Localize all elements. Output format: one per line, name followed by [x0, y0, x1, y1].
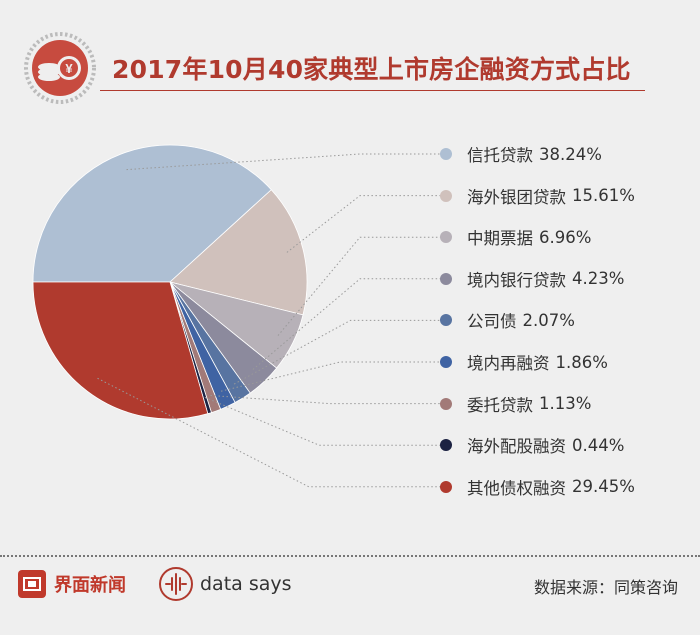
datasays-text: data says: [200, 573, 292, 595]
legend-swatch: [440, 272, 452, 285]
legend-swatch: [440, 397, 452, 410]
legend-value: 1.86%: [555, 352, 608, 372]
legend-value: 2.07%: [522, 310, 575, 330]
jiemian-logo-icon: [18, 570, 46, 598]
svg-text:¥: ¥: [65, 61, 73, 76]
pie-chart: [32, 144, 441, 488]
leader-line: [286, 195, 441, 253]
pie-slice: [32, 144, 272, 283]
brand: 界面新闻: [18, 570, 126, 598]
footer-divider: [0, 555, 700, 557]
leader-line: [252, 278, 441, 370]
coins-icon: ¥: [24, 32, 96, 104]
legend-label: 信托贷款: [467, 146, 533, 165]
legend-value: 29.45%: [572, 477, 635, 497]
legend-label: 境内银行贷款: [467, 270, 566, 290]
leader-line: [220, 361, 441, 392]
legend-item: 海外配股融资 0.44%: [440, 432, 624, 458]
legend-label: 海外配股融资: [467, 437, 566, 457]
legend-label: 其他债权融资: [467, 478, 566, 498]
legend-label: 中期票据: [467, 229, 533, 249]
legend-swatch: [440, 314, 452, 327]
legend-swatch: [440, 189, 452, 202]
leader-line: [277, 236, 441, 336]
legend-value: 1.13%: [539, 394, 592, 414]
legend-item: 其他债权融资 29.45%: [440, 474, 635, 500]
legend-swatch: [440, 439, 452, 452]
legend-swatch: [440, 356, 452, 368]
legend-item: 海外银团贷款 15.61%: [440, 183, 635, 209]
leader-line: [204, 396, 441, 446]
legend-label: 境内再融资: [467, 354, 550, 373]
legend-label: 海外银团贷款: [467, 187, 566, 207]
legend-value: 0.44%: [572, 435, 625, 455]
legend-swatch: [440, 480, 452, 493]
datasays-brand: data says: [158, 566, 292, 602]
legend-item: 委托贷款 1.13%: [440, 391, 591, 417]
legend-swatch: [440, 231, 452, 244]
legend-item: 中期票据 6.96%: [440, 224, 591, 250]
legend-value: 4.23%: [572, 269, 625, 289]
data-source: 数据来源：同策咨询: [533, 578, 678, 597]
legend-swatch: [440, 148, 452, 160]
legend-label: 委托贷款: [467, 395, 533, 415]
title-underline: [100, 90, 645, 91]
legend-value: 38.24%: [539, 144, 602, 164]
legend-item: 公司债 2.07%: [440, 307, 575, 333]
legend-item: 境内再融资 1.86%: [440, 349, 608, 375]
brand-name: 界面新闻: [54, 575, 126, 596]
header: ¥ 2017年10月40家典型上市房企融资方式占比: [0, 0, 700, 110]
legend-item: 境内银行贷款 4.23%: [440, 266, 624, 292]
leader-line: [126, 153, 441, 171]
pie-slice: [32, 281, 209, 420]
chart-title: 2017年10月40家典型上市房企融资方式占比: [112, 55, 631, 84]
legend-item: 信托贷款 38.24%: [440, 141, 602, 167]
legend-value: 15.61%: [572, 186, 635, 206]
legend-label: 公司债: [467, 312, 517, 332]
pie-slice: [169, 189, 308, 316]
waveform-icon: [159, 567, 193, 601]
legend-value: 6.96%: [539, 227, 592, 247]
leader-line: [233, 319, 441, 385]
